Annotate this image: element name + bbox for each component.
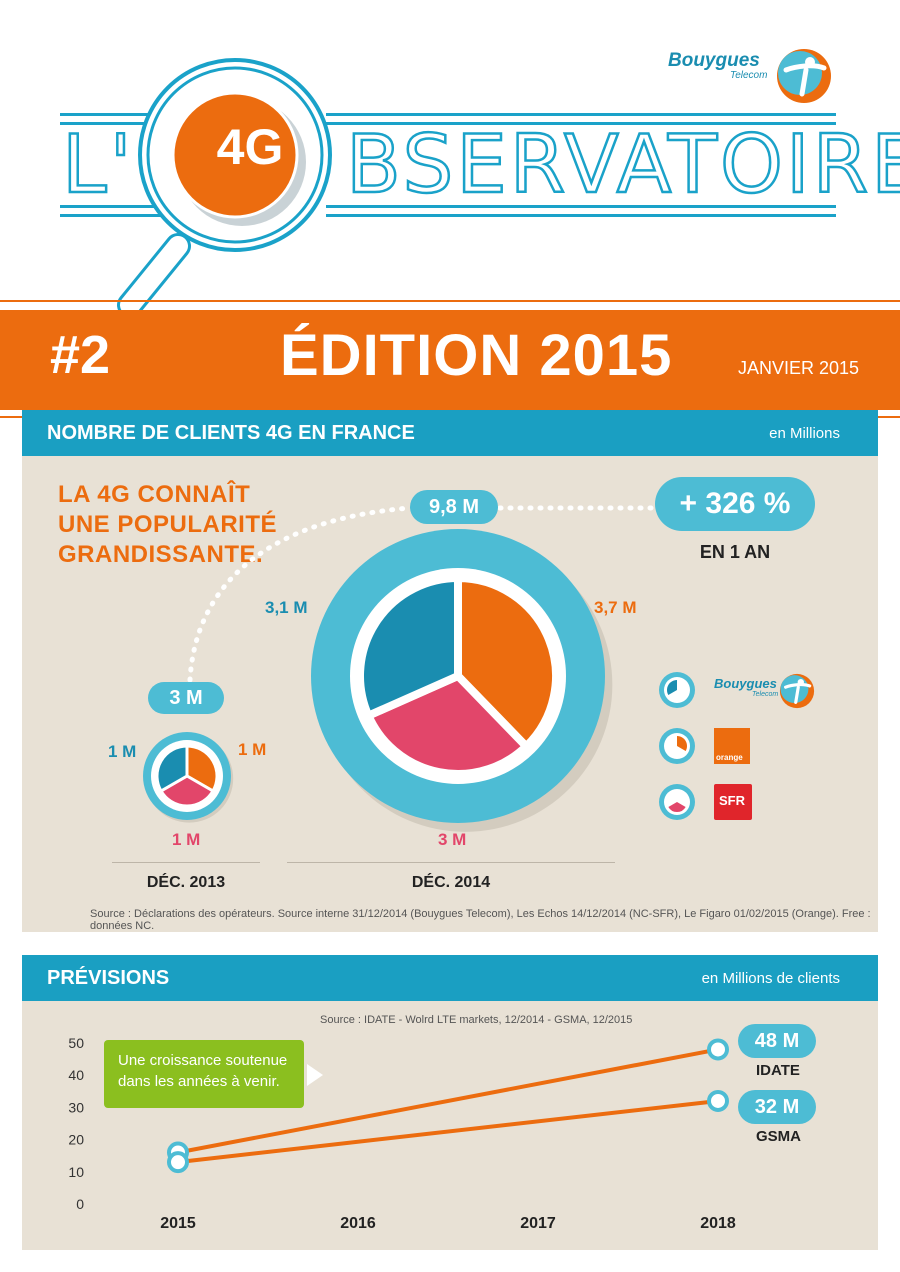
header-stripe <box>60 113 170 116</box>
idate-end-name: IDATE <box>756 1062 800 1079</box>
gsma-end-name: GSMA <box>756 1128 801 1145</box>
orange-logo-text: orange <box>716 753 743 762</box>
bouygues-emblem-icon <box>779 673 815 709</box>
pie2013-label-sfr: 1 M <box>172 830 201 849</box>
edition-number: #2 <box>50 325 111 385</box>
band-rule <box>0 300 900 302</box>
donut-charts <box>143 529 695 832</box>
growth-connector <box>187 505 658 683</box>
forecast-source: Source : IDATE - Wolrd LTE markets, 12/2… <box>320 1014 633 1026</box>
pie2013-title: DÉC. 2013 <box>146 874 226 891</box>
pie2014-label-sfr: 3 M <box>438 830 467 849</box>
pie2014-label-bouygues: 3,1 M <box>265 598 308 617</box>
x-tick-label: 2017 <box>520 1215 556 1232</box>
growth-pill: + 326 % <box>655 477 815 531</box>
y-tick-label: 20 <box>68 1132 84 1148</box>
pie2014-title: DÉC. 2014 <box>411 874 491 891</box>
header-stripe <box>60 122 170 125</box>
edition-date: JANVIER 2015 <box>738 358 860 378</box>
clients-unit: en Millions <box>769 425 840 442</box>
forecast-panel-header: PRÉVISIONS en Millions de clients <box>22 955 878 1001</box>
legend-logo-sub: Telecom <box>752 691 779 698</box>
idate-end-pill: 48 M <box>738 1024 816 1058</box>
lead-line: GRANDISSANTE. <box>58 541 264 568</box>
y-tick-label: 10 <box>68 1164 84 1180</box>
axis-rule-2014 <box>287 862 615 863</box>
header-stripe <box>326 214 836 217</box>
sfr-logo: SFR <box>714 784 752 820</box>
header-stripe <box>326 122 836 125</box>
brand-sub: Telecom <box>730 70 768 81</box>
x-tick-label: 2015 <box>160 1215 196 1232</box>
y-tick-label: 0 <box>76 1196 84 1212</box>
legend-bouygues-logo: Bouygues Telecom <box>714 676 778 698</box>
forecast-callout: Une croissance soutenue dans les années … <box>104 1040 304 1108</box>
pie2014-label-orange: 3,7 M <box>594 598 637 617</box>
series-line-gsma <box>177 1098 719 1165</box>
gsma-end-pill: 32 M <box>738 1090 816 1124</box>
y-tick-label: 30 <box>68 1099 84 1115</box>
total-2013-pill: 3 M <box>148 682 224 714</box>
badge-4g: 4G <box>216 119 284 175</box>
x-tick-label: 2016 <box>340 1215 376 1232</box>
legend-sfr-slice <box>668 802 686 813</box>
title-prefix: L' <box>61 117 135 213</box>
clients-panel-header: NOMBRE DE CLIENTS 4G EN FRANCE en Millio… <box>22 410 878 456</box>
brand-name: Bouygues <box>668 50 760 71</box>
forecast-unit: en Millions de clients <box>701 970 840 987</box>
pie2013-label-orange: 1 M <box>238 740 267 759</box>
lead-line: UNE POPULARITÉ <box>58 511 278 538</box>
pie2013-slice-bouygues-telecom <box>155 744 189 794</box>
series-line-idate <box>177 1047 719 1155</box>
sfr-logo-text: SFR <box>719 793 745 808</box>
clients-title: NOMBRE DE CLIENTS 4G EN FRANCE <box>47 422 415 444</box>
orange-logo: orange <box>714 728 750 764</box>
pie2013-label-bouygues: 1 M <box>108 742 137 761</box>
y-tick-label: 50 <box>68 1035 84 1051</box>
total-2014-pill: 9,8 M <box>410 490 498 524</box>
legend-bouygues-slice <box>667 680 677 695</box>
series-point-idate <box>707 1038 729 1061</box>
magnifier-icon <box>117 58 332 318</box>
legend-orange-slice <box>677 736 687 751</box>
series-point-gsma <box>707 1089 729 1112</box>
clients-source: Source : Déclarations des opérateurs. So… <box>90 908 871 932</box>
y-tick-label: 40 <box>68 1067 84 1083</box>
clients-lead: LA 4G CONNAÎT UNE POPULARITÉ GRANDISSANT… <box>58 480 277 570</box>
title-suffix: BSERVATOIRE <box>345 117 900 213</box>
header-stripe <box>60 214 170 217</box>
header-stripe <box>326 205 836 208</box>
edition-band <box>0 310 900 410</box>
header-stripe <box>326 113 836 116</box>
lead-line: LA 4G CONNAÎT <box>58 481 251 508</box>
series-point-gsma <box>167 1151 189 1174</box>
header-stripe <box>60 205 170 208</box>
callout-arrow-icon <box>307 1064 323 1086</box>
forecast-title: PRÉVISIONS <box>47 967 170 989</box>
axis-rule-2013 <box>112 862 260 863</box>
pie2014-slice-orange <box>454 573 560 753</box>
edition-title: ÉDITION 2015 <box>280 323 673 388</box>
pie2014-slice-bouygues-telecom <box>356 573 462 721</box>
growth-period: EN 1 AN <box>699 542 771 562</box>
brand-logo: Bouygues Telecom <box>668 50 767 81</box>
legend-logo-text: Bouygues <box>714 676 777 691</box>
brand-emblem-icon <box>777 49 831 103</box>
x-tick-label: 2018 <box>700 1215 736 1232</box>
